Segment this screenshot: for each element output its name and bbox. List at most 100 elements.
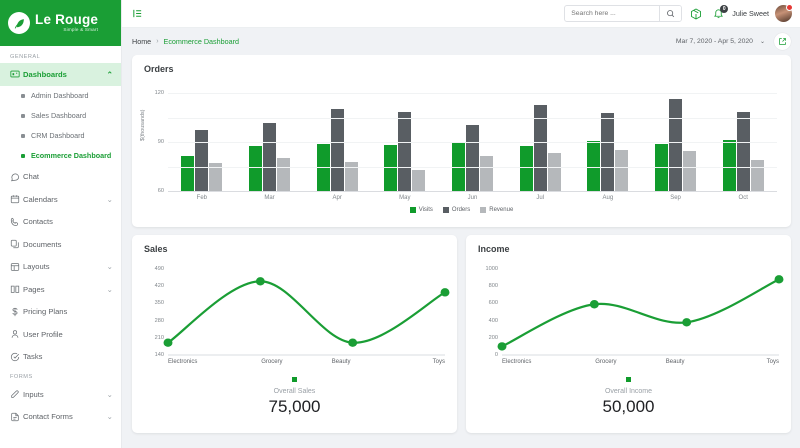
sidebar-item-contact-forms[interactable]: Contact Forms ⌄: [0, 406, 121, 429]
sidebar-item-contacts[interactable]: Contacts: [0, 211, 121, 234]
bar-orders[interactable]: [466, 124, 480, 191]
legend-item[interactable]: Revenue: [480, 207, 513, 213]
sidebar-item-documents[interactable]: Documents: [0, 233, 121, 256]
sales-x-axis: Electronics Grocery Beauty Toys: [168, 359, 445, 365]
sidebar-item-dashboards[interactable]: Dashboards ⌃: [0, 63, 121, 86]
sidebar-item-inputs[interactable]: Inputs ⌄: [0, 383, 121, 406]
sidebar-subitem-admin-dashboard[interactable]: Admin Dashboard: [0, 86, 121, 106]
sidebar-item-label: Documents: [23, 239, 62, 249]
sidebar-item-user-profile[interactable]: User Profile: [0, 323, 121, 346]
line-data-point[interactable]: Electronics: 190: [163, 338, 173, 347]
bar-revenue[interactable]: [209, 163, 223, 191]
line-data-point[interactable]: Toys: 880: [774, 275, 784, 284]
sidebar-item-calendars[interactable]: Calendars ⌄: [0, 188, 121, 211]
export-icon[interactable]: [774, 33, 791, 50]
sidebar-section-forms: FORMS: [10, 374, 33, 380]
sidebar-item-pages[interactable]: Pages ⌄: [0, 278, 121, 301]
bar-orders[interactable]: [669, 98, 683, 191]
bar-revenue[interactable]: [547, 152, 561, 191]
date-range-selector[interactable]: Mar 7, 2020 - Apr 5, 2020: [675, 38, 753, 45]
bar-orders[interactable]: [533, 105, 547, 191]
chevron-down-icon[interactable]: ⌄: [759, 39, 765, 45]
brand-tagline: Simple & Smart: [63, 26, 99, 32]
bar-visits[interactable]: [519, 146, 533, 191]
y-axis-tick: 210: [154, 334, 164, 341]
chevron-down-icon: ⌄: [106, 389, 113, 399]
sidebar-item-chat[interactable]: Chat: [0, 166, 121, 189]
sidebar-item-label: Chat: [23, 172, 40, 182]
sales-line-plot: Electronics: 190 Grocery: 440 Beauty: 190 T…: [155, 266, 450, 358]
sidebar-subitem-sales-dashboard[interactable]: Sales Dashboard: [0, 106, 121, 126]
brand-logo[interactable]: Le Rouge Simple & Smart: [0, 0, 121, 46]
bar-revenue[interactable]: [480, 155, 494, 191]
bar-orders[interactable]: [601, 113, 615, 191]
x-axis-tick: Feb: [196, 195, 207, 201]
avatar[interactable]: [775, 4, 793, 22]
phone-icon: [10, 217, 23, 227]
line-data-point[interactable]: Grocery: 590: [589, 300, 599, 309]
line-data-point[interactable]: Beauty: 380: [682, 318, 692, 327]
line-chart-svg: Electronics: 100 Grocery: 590 Beauty: 380 T…: [497, 275, 784, 356]
grid-line: 120: [155, 90, 777, 96]
bar-orders[interactable]: [736, 111, 750, 191]
breadcrumb-home[interactable]: Home: [132, 37, 152, 46]
bar-revenue[interactable]: [615, 150, 629, 191]
bar-orders[interactable]: [195, 129, 209, 191]
y-axis-tick: 0: [494, 352, 498, 358]
bar-orders[interactable]: [263, 123, 276, 191]
search-icon[interactable]: [659, 6, 682, 21]
breadcrumb-current: Ecommerce Dashboard: [163, 37, 240, 46]
sales-chart-card: Sales Electronics: 190 Grocery: 440 Beauty…: [132, 235, 457, 433]
legend-item[interactable]: Visits: [409, 207, 433, 213]
line-data-point[interactable]: Toys: 395: [440, 288, 450, 297]
bar-revenue[interactable]: [277, 158, 290, 191]
brand-name: Le Rouge: [35, 12, 99, 28]
search-input[interactable]: [565, 6, 660, 21]
chevron-up-icon: ⌃: [106, 69, 113, 79]
bar-group: [303, 93, 371, 191]
user-name[interactable]: Julie Sweet: [732, 9, 769, 18]
search-box[interactable]: [564, 5, 683, 22]
bar-orders[interactable]: [398, 111, 412, 191]
line-data-point[interactable]: Grocery: 440: [255, 277, 265, 286]
sidebar-item-pricing-plans[interactable]: Pricing Plans: [0, 301, 121, 324]
menu-toggle-icon[interactable]: [128, 4, 146, 23]
sidebar-item-label: Contacts: [23, 217, 53, 227]
sidebar-item-tasks[interactable]: Tasks: [0, 346, 121, 369]
documents-icon: [10, 239, 23, 249]
line-data-point[interactable]: Beauty: 190: [348, 338, 358, 347]
bar-visits[interactable]: [722, 139, 736, 191]
y-axis-tick: 60: [157, 188, 164, 194]
y-axis-tick: 400: [488, 317, 498, 324]
bar-revenue[interactable]: [750, 159, 764, 191]
sales-summary-value: 75,000: [268, 397, 321, 416]
chevron-down-icon: ⌄: [106, 194, 113, 204]
bar-revenue[interactable]: [683, 150, 697, 191]
sidebar-subitem-ecommerce-dashboard[interactable]: Ecommerce Dashboard: [0, 146, 121, 166]
grid-line: 90: [158, 117, 777, 145]
line-data-point[interactable]: Electronics: 100: [497, 342, 507, 351]
bar-visits[interactable]: [384, 145, 398, 191]
bar-visits[interactable]: [587, 141, 601, 191]
legend-item[interactable]: Orders: [442, 207, 470, 213]
sidebar-subitem-label: Admin Dashboard: [31, 91, 89, 100]
bell-icon[interactable]: 0: [710, 4, 729, 22]
bar-group: [574, 93, 642, 191]
orders-bar-groups: [168, 93, 777, 191]
sidebar-item-layouts[interactable]: Layouts ⌄: [0, 256, 121, 279]
y-axis-tick: 90: [157, 139, 164, 145]
package-icon[interactable]: [688, 6, 704, 22]
bar-revenue[interactable]: [412, 169, 426, 191]
bar-visits[interactable]: [181, 155, 195, 191]
sidebar-subitem-crm-dashboard[interactable]: CRM Dashboard: [0, 126, 121, 146]
sidebar-item-label: Dashboards: [23, 69, 67, 79]
bar-group: [506, 93, 574, 191]
bar-revenue[interactable]: [344, 161, 358, 191]
bar-visits[interactable]: [249, 146, 262, 191]
y-axis-tick: 280: [154, 317, 164, 324]
sidebar-subitem-label: Ecommerce Dashboard: [31, 151, 112, 160]
income-chart-card: Income Electronics: 100 Grocery: 590 Beaut…: [466, 235, 791, 433]
bar-visits[interactable]: [316, 144, 330, 191]
y-axis-tick: 140: [154, 352, 164, 358]
bar-orders[interactable]: [330, 109, 344, 191]
